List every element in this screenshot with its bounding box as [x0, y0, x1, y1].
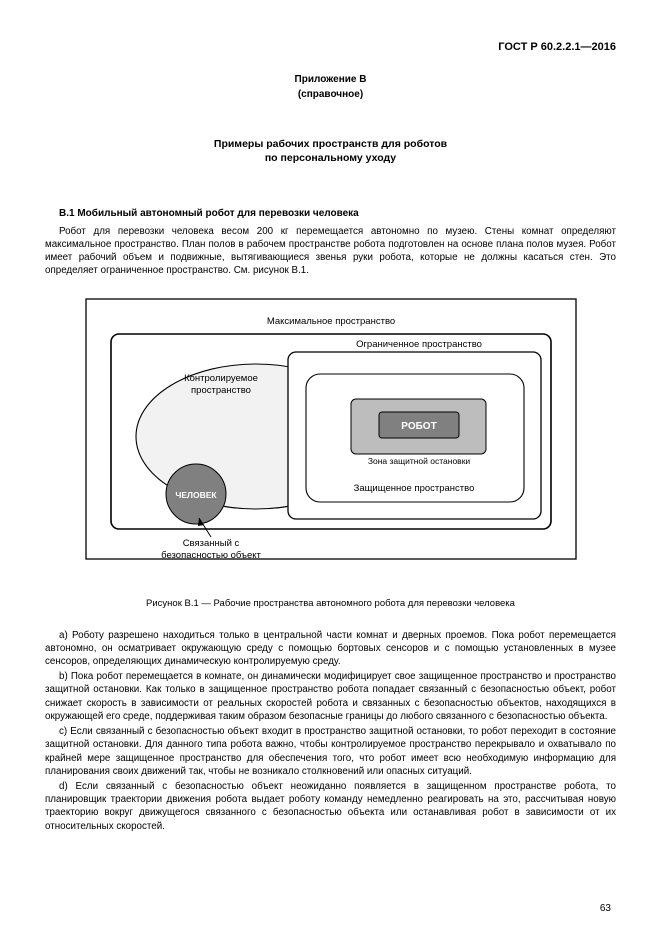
figure-caption: Рисунок В.1 — Рабочие пространства автон… — [45, 598, 616, 611]
svg-text:пространство: пространство — [191, 385, 251, 396]
document-code: ГОСТ Р 60.2.2.1—2016 — [45, 40, 616, 55]
svg-text:Ограниченное пространство: Ограниченное пространство — [356, 339, 482, 350]
section-subtitle: по персональному уходу — [45, 151, 616, 165]
paragraph-b: b) Пока робот перемещается в комнате, он… — [45, 670, 616, 723]
intro-paragraph: Робот для перевозки человека весом 200 к… — [45, 225, 616, 278]
paragraph-c: c) Если связанный с безопасностью объект… — [45, 725, 616, 778]
svg-text:безопасностью объект: безопасностью объект — [161, 550, 261, 561]
page-number: 63 — [600, 902, 611, 916]
appendix-subtitle: (справочное) — [45, 88, 616, 102]
svg-text:Максимальное пространство: Максимальное пространство — [266, 316, 394, 327]
subsection-heading: В.1 Мобильный автономный робот для перев… — [45, 207, 616, 221]
svg-text:РОБОТ: РОБОТ — [401, 421, 436, 432]
svg-text:ЧЕЛОВЕК: ЧЕЛОВЕК — [175, 490, 217, 500]
svg-text:Связанный с: Связанный с — [182, 538, 239, 549]
paragraph-d: d) Если связанный с безопасностью объект… — [45, 780, 616, 833]
section-title: Примеры рабочих пространств для роботов — [45, 137, 616, 151]
appendix-title: Приложение В — [45, 73, 616, 87]
paragraph-a: a) Роботу разрешено находиться только в … — [45, 629, 616, 669]
workspace-diagram: Максимальное пространство Ограниченное пр… — [81, 294, 581, 584]
svg-text:Защищенное пространство: Защищенное пространство — [353, 483, 474, 494]
svg-text:Зона защитной остановки: Зона защитной остановки — [367, 456, 470, 466]
figure-b1: Максимальное пространство Ограниченное пр… — [81, 294, 581, 588]
document-page: ГОСТ Р 60.2.2.1—2016 Приложение В (справ… — [0, 0, 661, 935]
svg-text:Контролируемое: Контролируемое — [184, 373, 258, 384]
